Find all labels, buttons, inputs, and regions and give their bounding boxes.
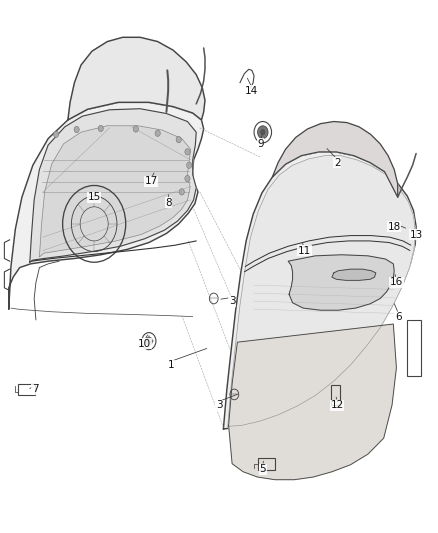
Circle shape (179, 189, 184, 195)
Text: 18: 18 (388, 222, 401, 231)
Polygon shape (68, 37, 205, 120)
Text: 13: 13 (410, 230, 423, 239)
Text: 5: 5 (259, 464, 266, 474)
Polygon shape (9, 102, 204, 309)
Circle shape (155, 130, 160, 136)
Polygon shape (229, 324, 396, 480)
Text: 16: 16 (390, 278, 403, 287)
Text: 2: 2 (334, 158, 341, 167)
Polygon shape (30, 109, 196, 262)
Circle shape (98, 125, 103, 132)
Circle shape (187, 162, 192, 168)
Text: 10: 10 (138, 339, 151, 349)
Circle shape (53, 131, 59, 138)
Circle shape (185, 175, 190, 182)
Text: 3: 3 (229, 296, 236, 306)
Text: 1: 1 (167, 360, 174, 370)
Bar (331, 385, 340, 405)
Text: 11: 11 (298, 246, 311, 255)
Polygon shape (272, 122, 398, 197)
Text: 17: 17 (145, 176, 158, 186)
Circle shape (261, 130, 265, 135)
Text: 6: 6 (395, 312, 402, 322)
Text: 14: 14 (245, 86, 258, 95)
Text: 8: 8 (165, 198, 172, 207)
Polygon shape (288, 255, 394, 310)
Text: 3: 3 (215, 400, 223, 410)
Bar (407, 320, 421, 376)
Polygon shape (39, 126, 191, 257)
Circle shape (176, 136, 181, 143)
Circle shape (133, 126, 138, 132)
Polygon shape (228, 156, 415, 426)
Text: 9: 9 (257, 139, 264, 149)
Polygon shape (332, 269, 376, 280)
Circle shape (74, 126, 79, 133)
Circle shape (258, 126, 268, 139)
Text: 15: 15 (88, 192, 101, 202)
Text: 12: 12 (331, 400, 344, 410)
Text: 7: 7 (32, 384, 39, 394)
Circle shape (145, 337, 152, 345)
Circle shape (185, 149, 190, 155)
Polygon shape (223, 152, 416, 429)
Bar (258, 458, 275, 470)
